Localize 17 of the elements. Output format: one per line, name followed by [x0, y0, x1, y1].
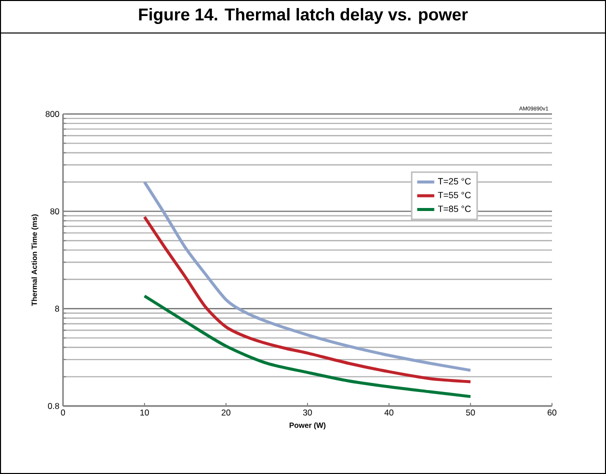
- x-tick-label: 50: [466, 410, 475, 416]
- legend-label: T=85 °C: [438, 206, 471, 212]
- line-series: [143, 215, 472, 384]
- x-tick-label: 60: [548, 410, 556, 416]
- line-series: [143, 294, 472, 398]
- y-tick-label: 8: [55, 306, 60, 312]
- legend-label: T=55 °C: [438, 192, 471, 198]
- x-tick-label: 0: [60, 410, 66, 416]
- y-tick-label: 80: [50, 208, 60, 214]
- y-tick-label: 0.8: [48, 402, 60, 409]
- chart-title: Figure 14. Thermal latch delay vs. power: [139, 8, 468, 24]
- y-tick-label: 800: [46, 110, 60, 117]
- x-tick-label: 20: [222, 410, 230, 416]
- x-tick-label: 10: [140, 410, 149, 416]
- legend-label: T=25 °C: [438, 178, 471, 184]
- x-tick-label: 40: [384, 410, 394, 416]
- x-tick-label: 30: [303, 410, 312, 416]
